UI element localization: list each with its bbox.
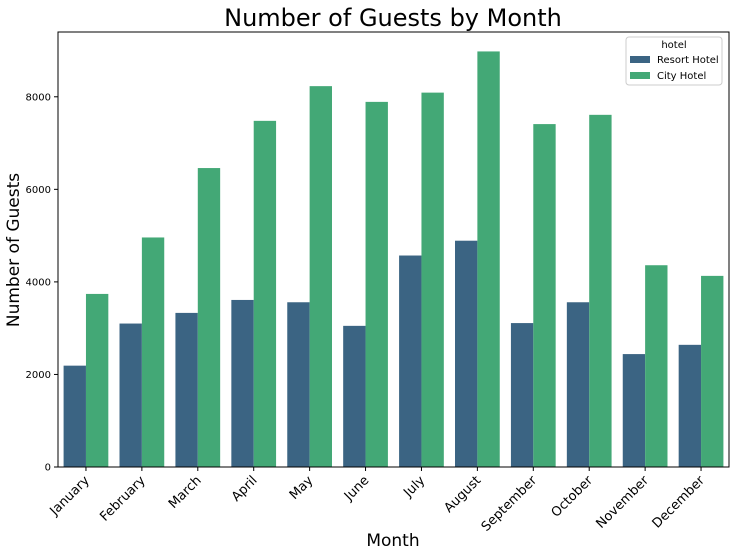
bars-layer — [63, 51, 724, 468]
x-tick-label-december: December — [650, 473, 709, 532]
bar-city-hotel-may — [309, 86, 332, 467]
legend-swatch-city-hotel — [630, 72, 650, 79]
y-tick-label: 0 — [45, 463, 51, 474]
x-tick-label-may: May — [287, 473, 317, 503]
x-tick-label-march: March — [166, 473, 205, 512]
y-tick-label: 4000 — [26, 277, 51, 288]
bar-city-hotel-december — [701, 275, 724, 467]
plot-frame — [57, 31, 730, 468]
chart-title: Number of Guests by Month — [224, 4, 562, 32]
x-tick-label-june: June — [341, 473, 372, 504]
y-tick-label: 6000 — [26, 185, 51, 196]
legend-label-city-hotel: City Hotel — [657, 71, 706, 82]
bar-resort-hotel-march — [175, 312, 198, 467]
y-tick-label: 2000 — [26, 370, 51, 381]
bar-city-hotel-june — [365, 101, 388, 468]
bar-resort-hotel-december — [678, 344, 702, 467]
legend-swatch-resort-hotel — [630, 56, 650, 63]
y-axis-title: Number of Guests — [4, 173, 24, 327]
bar-resort-hotel-august — [455, 240, 478, 467]
bar-city-hotel-august — [477, 51, 500, 468]
bar-city-hotel-march — [197, 168, 221, 467]
y-tick-label: 8000 — [26, 92, 51, 103]
x-tick-label-november: November — [594, 473, 653, 532]
bar-resort-hotel-september — [510, 323, 534, 467]
bar-city-hotel-july — [421, 92, 444, 467]
bar-city-hotel-february — [141, 237, 165, 467]
x-tick-label-february: February — [97, 473, 149, 525]
bar-city-hotel-october — [589, 114, 612, 467]
bar-resort-hotel-january — [63, 365, 86, 467]
legend: hotel Resort Hotel City Hotel — [625, 36, 723, 86]
bar-resort-hotel-october — [566, 302, 590, 467]
x-axis-title: Month — [366, 531, 419, 551]
bar-resort-hotel-june — [343, 325, 366, 467]
bar-resort-hotel-november — [622, 354, 646, 467]
x-tick-label-september: September — [479, 473, 541, 535]
bar-resort-hotel-april — [231, 299, 254, 467]
bar-resort-hotel-february — [119, 323, 142, 467]
bar-resort-hotel-july — [399, 255, 422, 467]
bar-city-hotel-september — [533, 124, 556, 467]
x-tick-label-august: August — [441, 473, 484, 516]
bar-city-hotel-april — [253, 120, 277, 467]
bar-city-hotel-november — [645, 265, 668, 467]
bar-city-hotel-january — [85, 293, 109, 467]
bar-resort-hotel-may — [287, 302, 310, 467]
x-tick-label-october: October — [549, 473, 597, 521]
x-tick-label-january: January — [47, 473, 93, 519]
x-tick-label-july: July — [400, 473, 428, 501]
legend-title: hotel — [661, 40, 686, 51]
x-tick-label-april: April — [229, 473, 261, 505]
legend-items: Resort Hotel City Hotel — [630, 55, 719, 82]
legend-label-resort-hotel: Resort Hotel — [657, 55, 719, 66]
